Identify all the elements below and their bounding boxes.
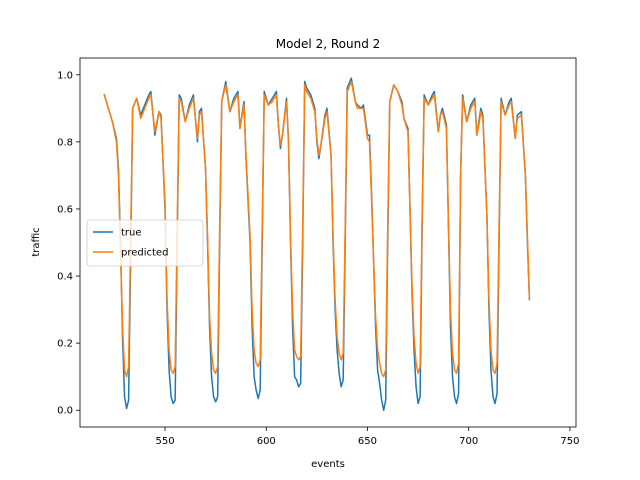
x-axis: 550 600 650 700 750 bbox=[155, 427, 579, 447]
chart-title: Model 2, Round 2 bbox=[276, 37, 381, 51]
y-tick-label: 0.4 bbox=[57, 272, 73, 283]
y-axis-label: traffic bbox=[31, 227, 42, 256]
legend-label-true: true bbox=[121, 228, 142, 239]
y-tick-label: 0.8 bbox=[57, 137, 73, 148]
x-tick-label: 750 bbox=[560, 436, 579, 447]
y-tick-label: 0.6 bbox=[57, 204, 73, 215]
legend-label-predicted: predicted bbox=[121, 248, 168, 259]
x-tick-label: 600 bbox=[257, 436, 276, 447]
y-tick-label: 0.0 bbox=[57, 406, 73, 417]
plot-frame bbox=[79, 57, 577, 428]
x-axis-label: events bbox=[311, 459, 345, 470]
legend-box bbox=[86, 219, 204, 267]
y-tick-label: 0.2 bbox=[57, 339, 73, 350]
y-tick-label: 1.0 bbox=[57, 70, 73, 81]
series-layer bbox=[103, 77, 531, 411]
x-tick-label: 550 bbox=[155, 436, 174, 447]
y-axis: 0.0 0.2 0.4 0.6 0.8 1.0 bbox=[57, 70, 80, 417]
x-tick-label: 700 bbox=[459, 436, 478, 447]
series-line-predicted bbox=[103, 80, 531, 378]
legend: true predicted bbox=[86, 219, 204, 267]
x-tick-label: 650 bbox=[358, 436, 377, 447]
